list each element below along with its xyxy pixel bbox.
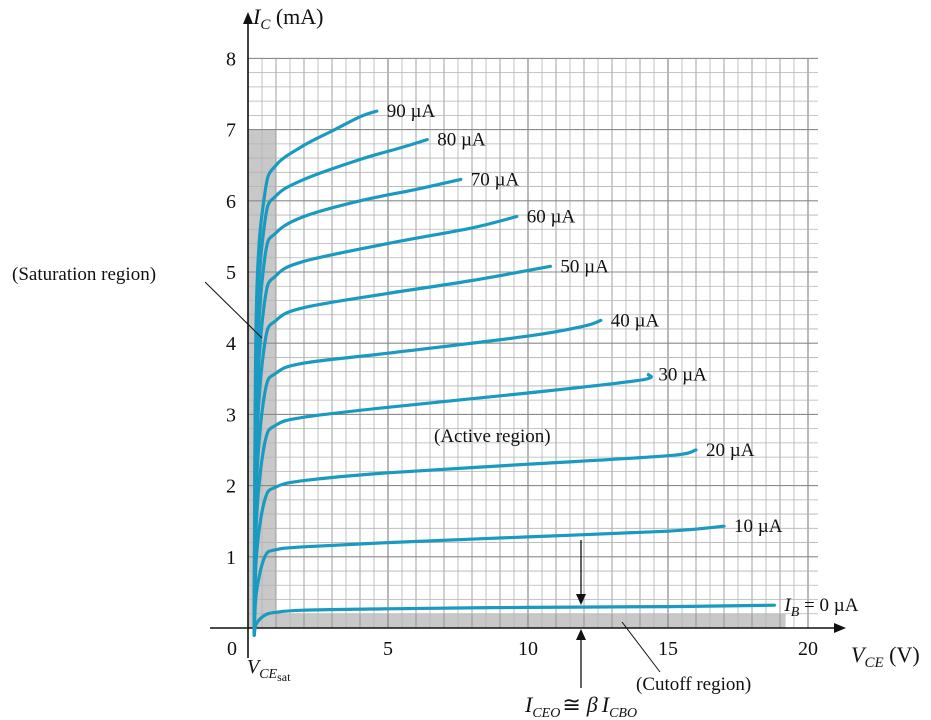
iceo-arrow-bottom-head (576, 629, 586, 640)
x-tick-label: 15 (658, 638, 678, 660)
series-label-7: 70 µA (471, 169, 520, 190)
series-label-0: IB = 0 µA (783, 595, 858, 620)
iceo-label: ICEO≅ β ICBO (524, 692, 637, 720)
y-tick-label: 6 (226, 191, 236, 213)
y-tick-label: 5 (226, 262, 236, 284)
saturation-leader-line (204, 281, 263, 339)
series-curve-3 (252, 372, 653, 637)
y-tick-label: 1 (226, 547, 236, 569)
y-tick-label: 7 (226, 120, 236, 142)
y-tick-label: 8 (226, 48, 236, 70)
y-axis-title: IC (mA) (252, 4, 324, 33)
active-region-label: (Active region) (434, 426, 551, 447)
iceo-arrow-top-head (576, 594, 586, 605)
series-labels: IB = 0 µA 10 µA 20 µA 30 µA 40 µA 50 µA 60 µA 7… (387, 101, 859, 620)
x-axis-title: VCE (V) (851, 642, 920, 671)
series-curve-0 (252, 603, 776, 637)
series-curve-1 (252, 524, 726, 637)
series-label-5: 50 µA (560, 256, 609, 277)
series-curve-9 (252, 109, 379, 637)
saturation-region-label: (Saturation region) (12, 264, 156, 285)
series-curves (252, 109, 776, 637)
x-tick-label: 10 (518, 638, 538, 660)
cutoff-region-label: (Cutoff region) (636, 674, 751, 695)
vcesat-label: VCEsat (247, 656, 291, 684)
chart-grid (247, 57, 818, 628)
series-curve-2 (252, 448, 698, 637)
series-label-9: 90 µA (387, 101, 436, 122)
y-tick-label: 3 (226, 404, 236, 426)
x-tick-label: 0 (227, 638, 237, 660)
tick-labels: 1 2 3 4 5 6 7 8 0 5 10 15 20 (226, 48, 818, 660)
series-label-3: 30 µA (658, 365, 707, 386)
cutoff-shading (248, 613, 786, 628)
x-tick-label: 5 (383, 638, 393, 660)
series-label-4: 40 µA (611, 310, 660, 331)
annotations (204, 281, 661, 688)
x-axis-arrow (834, 623, 846, 633)
cutoff-leader-line (621, 621, 661, 673)
y-tick-label: 4 (226, 333, 236, 355)
series-label-6: 60 µA (527, 206, 576, 227)
series-curve-4 (252, 318, 603, 637)
series-label-1: 10 µA (734, 516, 783, 537)
chart-axes (210, 12, 846, 658)
x-tick-label: 20 (798, 638, 818, 660)
y-tick-label: 2 (226, 476, 236, 498)
y-axis-arrow (243, 12, 253, 24)
series-curve-8 (252, 138, 429, 637)
series-label-8: 80 µA (437, 130, 486, 151)
series-label-2: 20 µA (706, 440, 755, 461)
